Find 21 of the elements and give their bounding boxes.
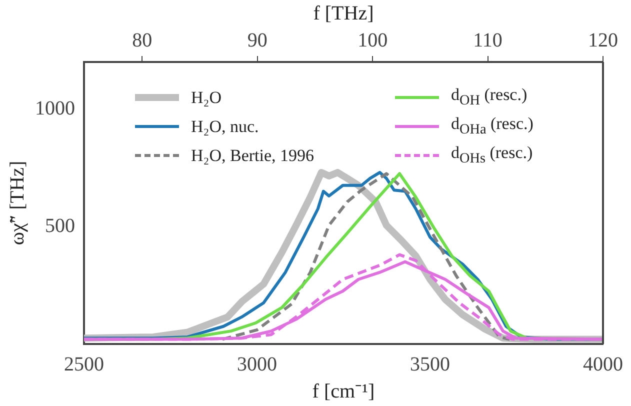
x2-axis-title: f [THz]	[313, 2, 374, 24]
legend-label: H₂O, nuc.	[191, 116, 259, 136]
legend-label: d$_{OHa}$ (resc.)	[451, 114, 534, 139]
legend-label: d$_{OH}$ (resc.)	[451, 85, 528, 110]
x-tick-label: 2500	[64, 353, 104, 376]
x2-tick-label: 110	[473, 29, 502, 52]
x-tick-label: 4000	[583, 353, 623, 376]
legend-label: d$_{OHs}$ (resc.)	[451, 143, 533, 168]
legend-label: H₂O	[191, 88, 222, 108]
x2-tick-label: 80	[132, 29, 152, 52]
x2-tick-label: 100	[358, 29, 388, 52]
x2-tick-label: 120	[588, 29, 618, 52]
x-axis-title: f [cm⁻¹]	[312, 380, 375, 402]
legend-label: H₂O, Bertie, 1996	[191, 146, 314, 166]
x-tick-label: 3500	[410, 353, 450, 376]
x2-tick-label: 90	[247, 29, 268, 52]
y-axis-title: ωχ̃″ [THz]	[6, 160, 28, 246]
line-series	[220, 172, 512, 341]
y-tick-label: 1000	[35, 97, 75, 120]
x-tick-label: 3000	[237, 353, 277, 376]
y-tick-label: 500	[45, 214, 75, 237]
